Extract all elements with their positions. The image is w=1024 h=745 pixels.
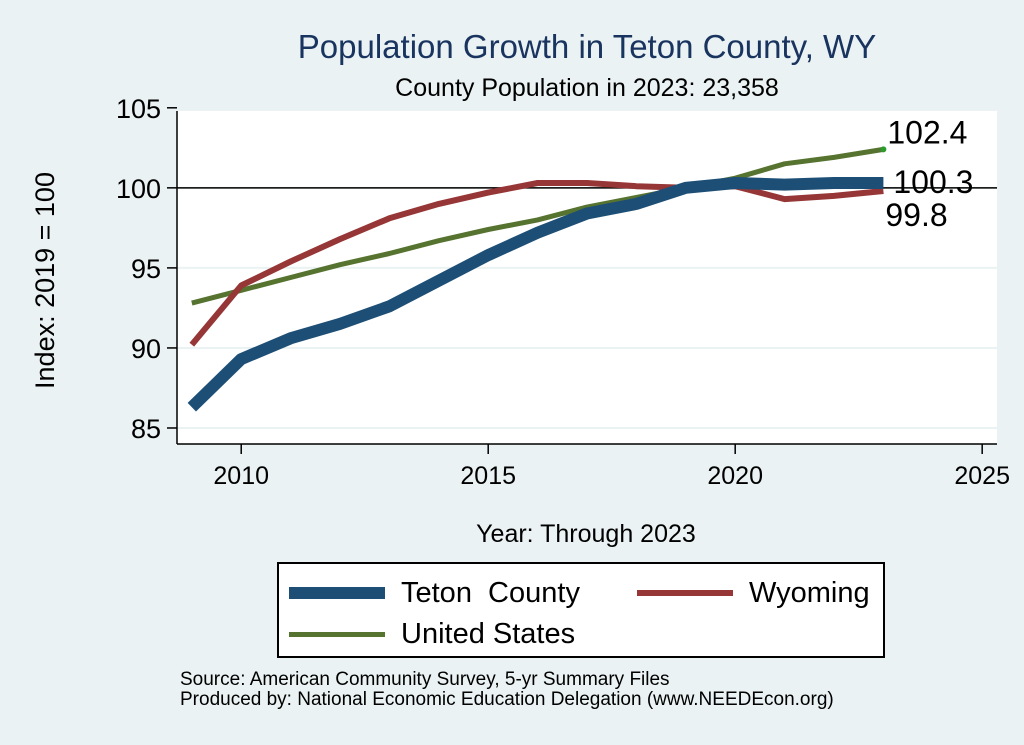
data-label: 100.3 xyxy=(893,164,973,200)
source-line: Source: American Community Survey, 5-yr … xyxy=(180,669,670,690)
y-tick-label: 105 xyxy=(116,94,161,124)
y-tick-label: 100 xyxy=(116,174,161,204)
legend-swatch-teton xyxy=(289,587,385,599)
y-tick-label: 85 xyxy=(131,414,161,444)
legend-swatch-wyoming xyxy=(637,590,733,596)
series-line-wyoming xyxy=(189,180,884,347)
y-axis-title: Index: 2019 = 100 xyxy=(30,172,60,389)
x-tick-label: 2010 xyxy=(213,462,269,490)
x-tick-label: 2025 xyxy=(954,462,1010,490)
source-note: Source: American Community Survey, 5-yr … xyxy=(180,670,834,710)
legend-label-teton: Teton County xyxy=(401,576,580,609)
producer-line: Produced by: National Economic Education… xyxy=(180,689,834,710)
legend-label-wyoming: Wyoming xyxy=(749,576,870,609)
legend-item-teton: Teton County xyxy=(289,576,580,610)
x-tick-label: 2015 xyxy=(460,462,516,490)
y-tick-label: 95 xyxy=(131,254,161,284)
legend-item-wyoming: Wyoming xyxy=(637,576,870,610)
series-line-teton-county xyxy=(187,177,884,412)
chart-title: Population Growth in Teton County, WY xyxy=(297,28,877,65)
data-label: 99.8 xyxy=(885,197,947,233)
y-tick-label: 90 xyxy=(131,334,161,364)
series-line-united-states xyxy=(191,146,884,306)
series-end-point xyxy=(880,146,887,153)
x-axis-title: Year: Through 2023 xyxy=(476,520,696,548)
chart-subtitle: County Population in 2023: 23,358 xyxy=(395,74,779,102)
legend-label-us: United States xyxy=(401,617,576,650)
plot-area xyxy=(177,111,997,444)
data-label: 102.4 xyxy=(887,114,967,150)
legend-item-us: United States xyxy=(289,617,575,651)
legend-swatch-us xyxy=(289,631,385,637)
x-tick-label: 2020 xyxy=(707,462,763,490)
legend: Teton County Wyoming United States xyxy=(277,562,885,658)
